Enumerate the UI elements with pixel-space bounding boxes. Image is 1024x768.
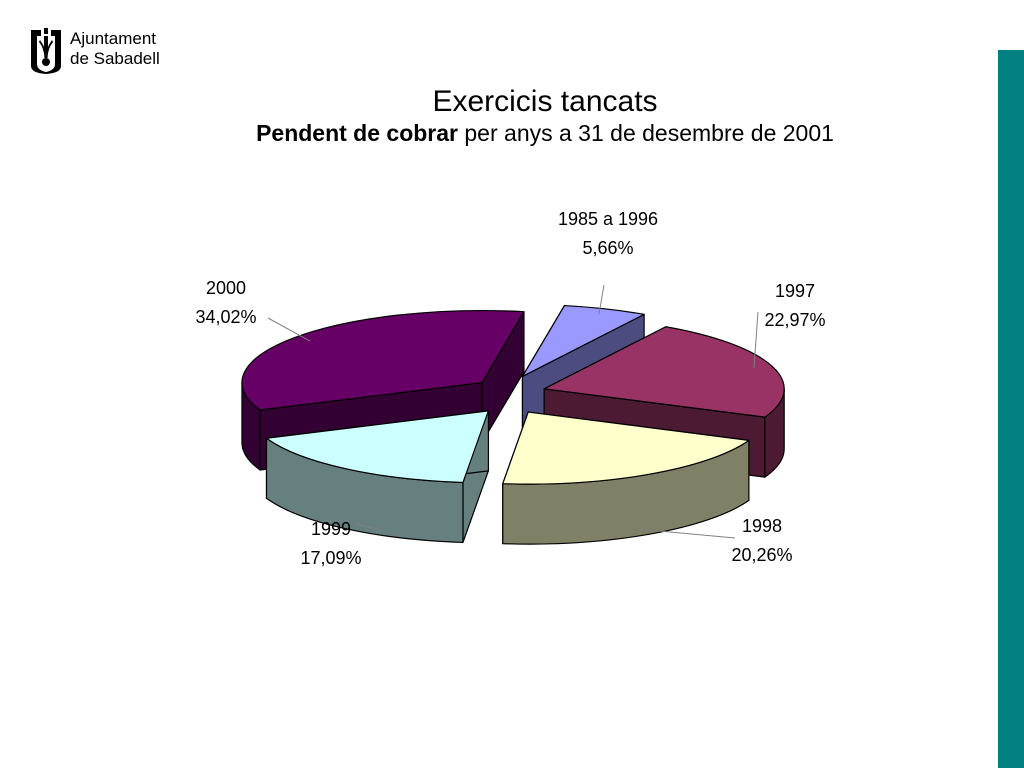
- chart-subtitle: Pendent de cobrar per anys a 31 de desem…: [0, 118, 1024, 148]
- logo-text: Ajuntament de Sabadell: [70, 29, 160, 69]
- pie-slice-2: [502, 411, 750, 545]
- slice-label-3-value: 17,09%: [300, 548, 362, 568]
- pie-slice-4-top: [241, 309, 525, 411]
- slice-label-1-name: 1997: [774, 281, 816, 301]
- pie-slice-2-top: [502, 411, 750, 485]
- leader-line-0: [598, 284, 605, 315]
- sabadell-emblem-icon: [31, 28, 61, 74]
- slice-label-0: 1985 a 1996 5,66%: [558, 205, 658, 263]
- pie-slice-0-top: [521, 304, 645, 378]
- slice-label-3-name: 1999: [310, 519, 352, 539]
- slice-label-4: 2000 34,02%: [195, 274, 256, 332]
- slice-label-0-name: 1985 a 1996: [557, 209, 659, 229]
- ajuntament-logo: Ajuntament de Sabadell: [28, 26, 178, 74]
- pie-slice-3-top: [265, 410, 490, 484]
- pie-slice-1-top: [543, 326, 785, 418]
- chart-titles: Exercicis tancats Pendent de cobrar per …: [0, 84, 1024, 148]
- slice-label-2-name: 1998: [741, 516, 783, 536]
- logo-line-1: Ajuntament: [70, 29, 156, 48]
- side-accent-bar: [998, 50, 1024, 768]
- slice-label-1: 1997 22,97%: [764, 277, 825, 335]
- slice-label-2: 1998 20,26%: [731, 512, 792, 570]
- leader-line-3: [355, 523, 381, 531]
- chart-subtitle-bold: Pendent de cobrar: [256, 120, 458, 146]
- logo-line-2: de Sabadell: [70, 49, 160, 68]
- leader-line-1: [753, 311, 759, 369]
- leader-line-2: [639, 528, 736, 539]
- pie-slice-3: [265, 410, 490, 544]
- slice-label-2-value: 20,26%: [731, 545, 793, 565]
- slice-label-0-value: 5,66%: [582, 238, 634, 258]
- chart-subtitle-rest: per anys a 31 de desembre de 2001: [458, 120, 834, 146]
- leader-line-4: [267, 317, 311, 342]
- slice-label-3: 1999 17,09%: [300, 515, 361, 573]
- slice-label-1-value: 22,97%: [764, 310, 826, 330]
- chart-title: Exercicis tancats: [432, 85, 658, 118]
- slice-label-4-name: 2000: [205, 278, 247, 298]
- slice-label-4-value: 34,02%: [195, 307, 257, 327]
